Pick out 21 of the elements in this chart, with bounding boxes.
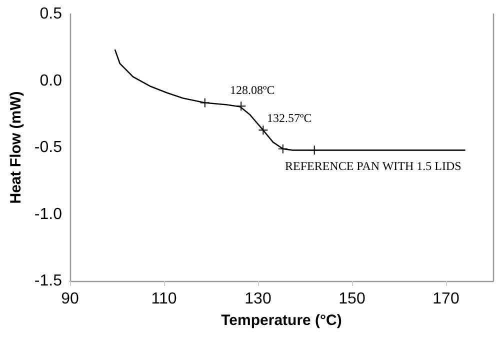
x-tick-label: 110 <box>151 290 177 308</box>
x-tick-label: 170 <box>432 290 460 308</box>
x-tick-label: 150 <box>338 290 366 308</box>
line-series <box>114 49 466 151</box>
y-tick-label: 0.0 <box>40 72 62 90</box>
annotation: 132.57ºC <box>267 111 312 125</box>
x-tick-label: 130 <box>244 290 272 308</box>
point <box>258 125 268 136</box>
y-axis-title: Heat Flow (mW) <box>8 91 25 204</box>
annotation: REFERENCE PAN WITH 1.5 LIDS <box>285 159 462 173</box>
y-tick-label: 0.5 <box>40 6 62 22</box>
point <box>278 144 288 154</box>
annotation: 128.08ºC <box>230 83 275 97</box>
y-tick-label: -0.5 <box>34 139 62 156</box>
y-tick-label: -1.0 <box>34 206 62 223</box>
point <box>200 98 210 108</box>
x-axis-title: Temperature (°C) <box>221 312 342 329</box>
point <box>309 145 320 156</box>
point <box>236 101 246 112</box>
x-tick-label: 90 <box>61 290 79 308</box>
y-tick-label: -1.5 <box>34 272 62 290</box>
